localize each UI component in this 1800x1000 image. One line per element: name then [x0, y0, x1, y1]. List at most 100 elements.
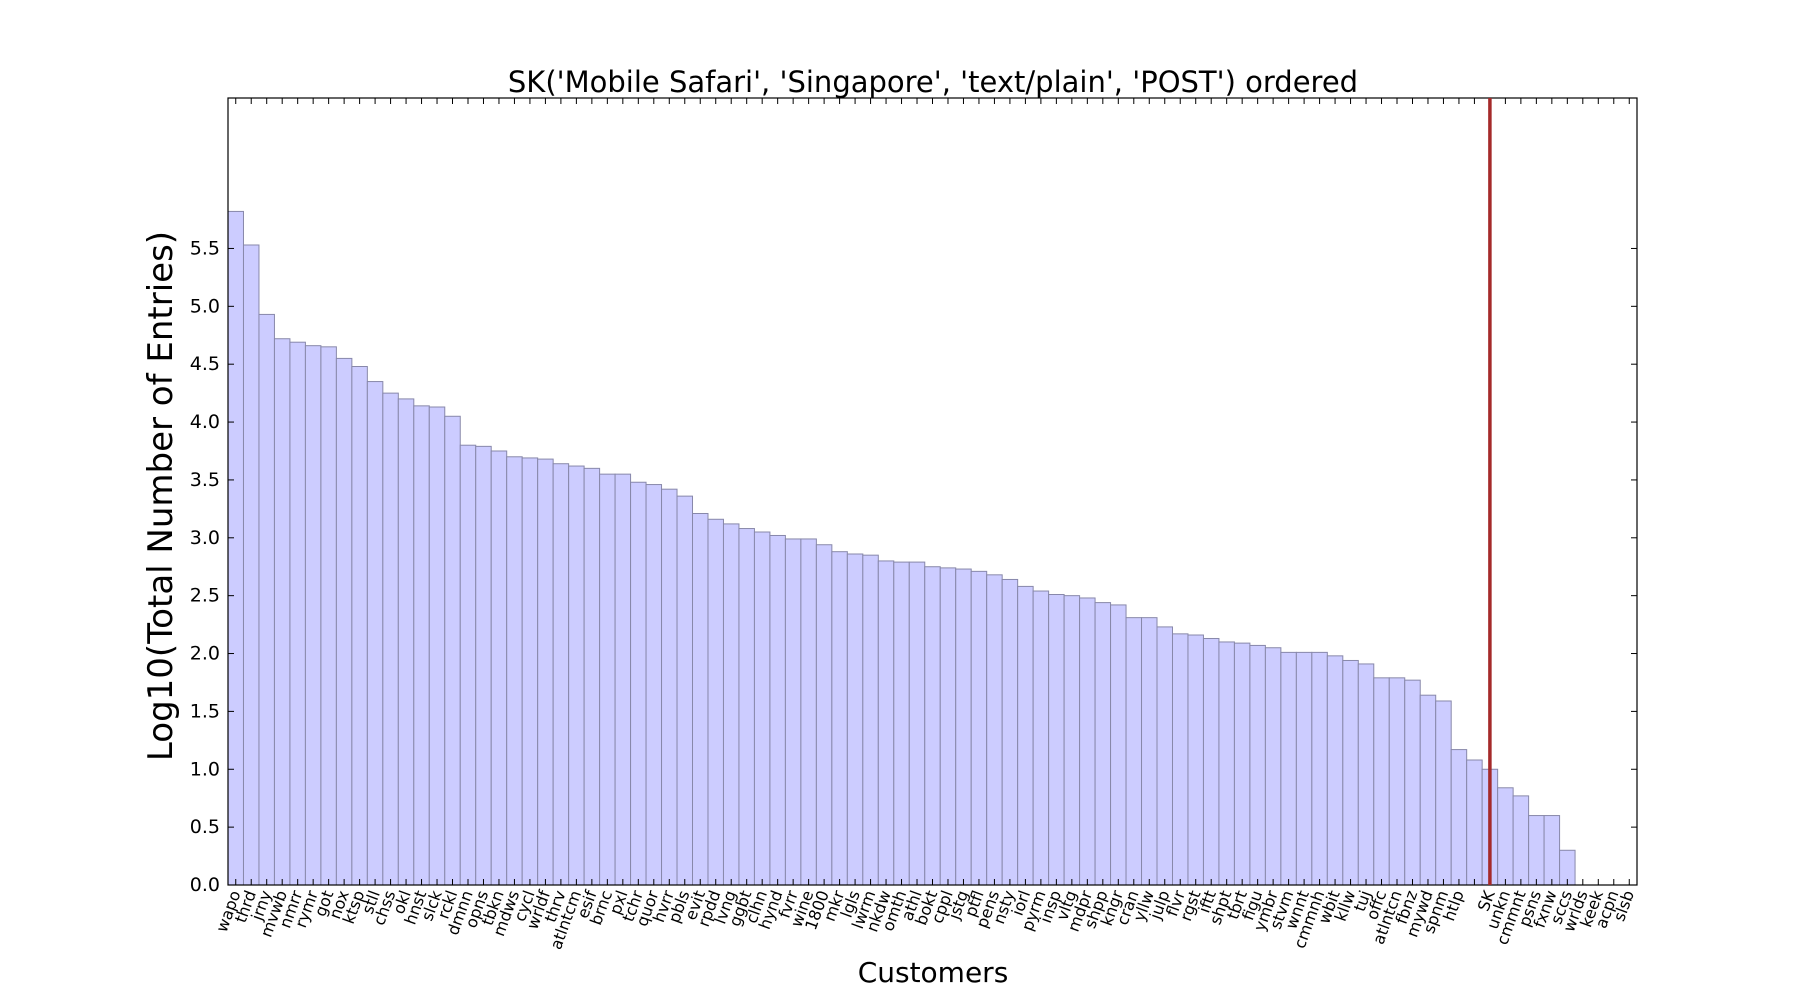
bar — [1032, 590, 1050, 886]
bar — [753, 531, 771, 886]
y-tick-label: 2.5 — [190, 585, 220, 607]
bar — [1450, 749, 1468, 886]
bar — [630, 481, 647, 886]
bar — [1497, 787, 1514, 886]
y-tick-label: 4.5 — [190, 353, 220, 375]
bar — [1404, 679, 1421, 886]
y-tick-label: 5.0 — [190, 295, 220, 317]
bar — [1233, 642, 1251, 886]
bar — [1342, 659, 1359, 886]
bar — [1218, 641, 1235, 886]
bar — [986, 574, 1003, 886]
bar — [877, 560, 895, 886]
bar — [1094, 602, 1112, 886]
bar — [289, 341, 306, 886]
bar — [1063, 595, 1081, 886]
bar — [568, 465, 585, 886]
bar — [320, 346, 337, 886]
bar — [1264, 647, 1282, 886]
bar — [1141, 617, 1158, 886]
bar — [908, 561, 926, 886]
bar — [1001, 578, 1019, 886]
bar — [413, 405, 430, 886]
y-tick-label: 0.5 — [190, 816, 220, 838]
bar — [444, 415, 461, 886]
bar — [1125, 617, 1143, 886]
bar — [459, 444, 477, 886]
bar — [242, 244, 260, 886]
y-tick-label: 1.0 — [190, 758, 220, 780]
x-axis-label: Customers — [858, 956, 1009, 989]
bar — [1466, 759, 1483, 886]
y-tick-label: 2.0 — [190, 643, 220, 665]
bar — [1419, 694, 1437, 886]
bar — [800, 538, 817, 886]
bar — [862, 554, 879, 886]
y-tick-label: 1.5 — [190, 700, 220, 722]
bar — [1512, 795, 1530, 886]
bar — [692, 512, 709, 886]
chart-title: SK('Mobile Safari', 'Singapore', 'text/p… — [508, 65, 1358, 99]
bar — [382, 392, 399, 886]
bar — [1295, 651, 1313, 886]
bar — [490, 450, 508, 886]
bar — [1388, 677, 1406, 886]
bar — [1280, 651, 1297, 886]
bar — [1326, 655, 1344, 886]
bar — [707, 518, 724, 886]
bar — [1048, 594, 1065, 886]
y-tick-label: 3.5 — [190, 469, 220, 491]
bar — [831, 551, 848, 886]
bar — [815, 544, 833, 886]
bar — [1311, 651, 1328, 886]
bar — [1357, 663, 1375, 886]
bar — [645, 484, 663, 886]
bar — [1187, 634, 1204, 886]
bar — [924, 566, 941, 886]
bar — [506, 456, 523, 886]
bar — [304, 345, 322, 886]
bar — [428, 406, 446, 886]
bar — [1202, 637, 1220, 886]
bar — [1543, 815, 1561, 886]
bar — [1156, 626, 1173, 886]
bar — [738, 528, 755, 886]
bar — [1017, 585, 1034, 886]
bar — [1249, 644, 1266, 886]
bar — [1435, 700, 1452, 886]
bar — [366, 381, 384, 886]
bar — [552, 463, 570, 886]
bar — [475, 445, 492, 886]
bar — [397, 398, 415, 886]
bar — [583, 467, 601, 886]
bar — [769, 534, 786, 886]
y-axis-label: Log10(Total Number of Entries) — [141, 231, 181, 761]
bar — [1373, 677, 1390, 886]
bar — [1528, 815, 1545, 886]
bar — [970, 570, 988, 886]
bar — [335, 357, 353, 886]
y-tick-label: 4.0 — [190, 411, 220, 433]
bar — [661, 488, 678, 886]
bar — [939, 567, 957, 886]
bar — [599, 473, 616, 886]
bar — [784, 538, 802, 886]
y-tick-label: 5.5 — [190, 237, 220, 259]
bar — [273, 338, 291, 886]
bar — [258, 313, 275, 886]
bar — [893, 561, 910, 886]
bar — [227, 210, 244, 886]
bar — [1079, 597, 1096, 886]
bar — [846, 553, 864, 886]
bar — [955, 568, 972, 886]
y-tick-label: 0.0 — [190, 874, 220, 896]
bar — [537, 458, 554, 886]
bar — [1171, 633, 1189, 886]
bar — [521, 457, 539, 886]
bar — [1110, 604, 1127, 886]
bar — [676, 495, 694, 886]
bar — [351, 366, 368, 886]
bar — [614, 473, 632, 886]
